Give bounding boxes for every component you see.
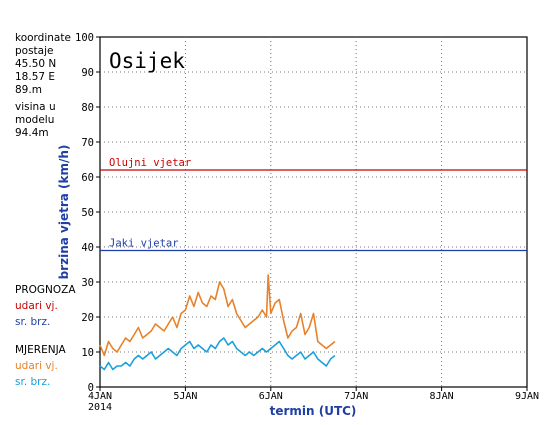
y-tick-label: 100 [75,32,94,44]
station-info-line: modelu [15,114,55,126]
threshold-label: Jaki vjetar [109,238,179,250]
legend-measured-mean: sr. brz. [15,376,51,388]
x-ticks: 4JAN 5JAN 6JAN 7JAN 8JAN 9JAN [88,387,539,402]
station-info-line: 45.50 N [15,58,57,70]
data-series [99,274,336,371]
station-info: koordinate postaje 45.50 N 18.57 E 89.m … [15,32,71,140]
legend-measured-heading: MJERENJA [15,344,66,356]
y-tick-label: 0 [88,382,94,394]
x-tick-label: 9JAN [515,391,539,402]
threshold-lines: Olujni vjetar Jaki vjetar [100,157,527,252]
y-tick-label: 90 [81,67,94,79]
station-info-line: 94.4m [15,127,49,139]
y-tick-label: 70 [81,137,94,149]
y-tick-label: 60 [81,172,94,184]
x-tick-label: 5JAN [173,391,197,402]
x-tick-label: 7JAN [344,391,368,402]
station-info-line: 18.57 E [15,71,56,83]
series-line [99,274,336,357]
y-tick-label: 50 [81,207,94,219]
threshold-label: Olujni vjetar [109,157,191,169]
station-info-line: postaje [15,45,54,57]
series-line [99,337,336,371]
legend-forecast-mean: sr. brz. [15,316,51,328]
y-tick-label: 40 [81,242,94,254]
y-tick-label: 20 [81,312,94,324]
legend-forecast-gust: udari vj. [15,300,58,312]
x-tick-label: 6JAN [259,391,283,402]
station-info-line: 89.m [15,84,42,96]
plot-frame [99,36,528,388]
x-tick-label: 4JAN [88,391,112,402]
x-year-label: 2014 [88,402,112,413]
legend-forecast-heading: PROGNOZA [15,284,76,296]
chart-title: Osijek [109,49,185,73]
y-tick-label: 80 [81,102,94,114]
station-info-line: koordinate [15,32,71,44]
station-info-line: visina u [15,101,56,113]
x-axis-label: termin (UTC) [270,404,357,418]
y-tick-label: 30 [81,277,94,289]
x-tick-label: 8JAN [430,391,454,402]
legend-measured-gust: udari vj. [15,360,58,372]
y-axis-label: brzina vjetra (km/h) [57,145,71,280]
y-tick-label: 10 [81,347,94,359]
y-ticks: 0 10 20 30 40 50 60 70 80 90 100 [75,32,100,394]
legend: PROGNOZA udari vj. sr. brz. MJERENJA uda… [15,282,76,390]
